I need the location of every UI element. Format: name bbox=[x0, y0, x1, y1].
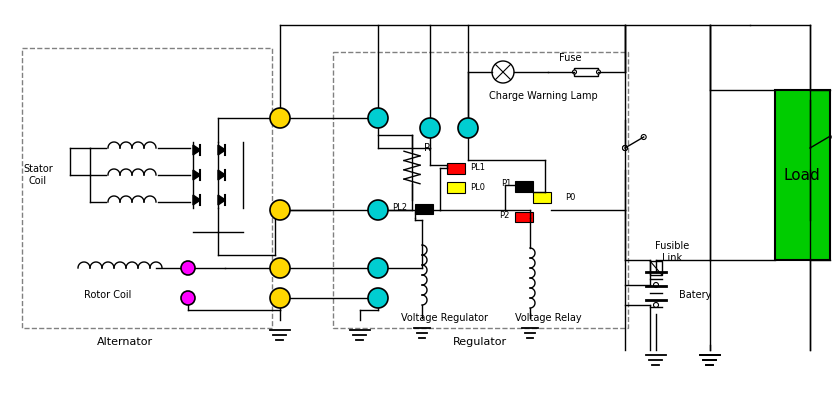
Text: F: F bbox=[375, 263, 380, 273]
Text: PL1: PL1 bbox=[470, 162, 485, 171]
Text: Stator
Coil: Stator Coil bbox=[23, 164, 53, 186]
Circle shape bbox=[596, 70, 599, 74]
Text: PL0: PL0 bbox=[470, 182, 485, 192]
Text: Voltage Regulator: Voltage Regulator bbox=[401, 313, 488, 323]
Text: E: E bbox=[375, 293, 380, 303]
Text: N: N bbox=[374, 113, 381, 123]
Polygon shape bbox=[193, 195, 201, 205]
Circle shape bbox=[807, 145, 812, 150]
Bar bbox=[446, 182, 465, 193]
Circle shape bbox=[270, 200, 289, 220]
Text: F: F bbox=[277, 263, 283, 273]
Bar bbox=[533, 192, 550, 203]
Text: P2: P2 bbox=[498, 211, 508, 220]
Circle shape bbox=[368, 288, 388, 308]
Text: Batery: Batery bbox=[678, 290, 711, 300]
Text: Rotor Coil: Rotor Coil bbox=[84, 290, 131, 300]
Text: PL2: PL2 bbox=[392, 203, 407, 211]
Polygon shape bbox=[193, 170, 201, 180]
Bar bbox=[415, 204, 432, 214]
Text: B: B bbox=[276, 205, 283, 215]
Circle shape bbox=[807, 145, 812, 150]
Text: Ig: Ig bbox=[426, 124, 433, 132]
Circle shape bbox=[653, 303, 658, 307]
Circle shape bbox=[368, 258, 388, 278]
Polygon shape bbox=[193, 145, 201, 155]
Circle shape bbox=[492, 61, 513, 83]
Circle shape bbox=[622, 145, 627, 150]
Bar bbox=[573, 68, 598, 76]
Circle shape bbox=[640, 135, 645, 139]
Circle shape bbox=[270, 258, 289, 278]
Text: B: B bbox=[375, 205, 381, 215]
Bar bbox=[446, 163, 465, 174]
Circle shape bbox=[622, 145, 627, 150]
Bar bbox=[514, 181, 533, 192]
Text: Fusible
Link: Fusible Link bbox=[654, 241, 688, 263]
Text: P1: P1 bbox=[500, 179, 511, 188]
Bar bbox=[514, 212, 533, 222]
Circle shape bbox=[457, 118, 477, 138]
Circle shape bbox=[653, 282, 658, 288]
Circle shape bbox=[270, 288, 289, 308]
Polygon shape bbox=[217, 145, 225, 155]
Text: Charge Warning Lamp: Charge Warning Lamp bbox=[488, 91, 597, 101]
Polygon shape bbox=[217, 195, 225, 205]
Circle shape bbox=[181, 261, 195, 275]
Text: Regulator: Regulator bbox=[452, 337, 507, 347]
Bar bbox=[774, 90, 829, 260]
Text: E: E bbox=[277, 293, 283, 303]
Circle shape bbox=[420, 118, 440, 138]
Text: P0: P0 bbox=[564, 192, 574, 201]
Text: Load: Load bbox=[782, 167, 819, 182]
Text: N: N bbox=[276, 113, 283, 123]
Circle shape bbox=[181, 291, 195, 305]
Circle shape bbox=[572, 70, 576, 74]
Text: Fuse: Fuse bbox=[558, 53, 580, 63]
Text: Voltage Relay: Voltage Relay bbox=[514, 313, 581, 323]
Text: R: R bbox=[423, 143, 430, 153]
Circle shape bbox=[368, 108, 388, 128]
Bar bbox=[650, 261, 661, 275]
Circle shape bbox=[368, 200, 388, 220]
Text: Alternator: Alternator bbox=[97, 337, 153, 347]
Circle shape bbox=[825, 135, 830, 139]
Circle shape bbox=[270, 108, 289, 128]
Polygon shape bbox=[217, 170, 225, 180]
Text: L: L bbox=[465, 123, 470, 133]
